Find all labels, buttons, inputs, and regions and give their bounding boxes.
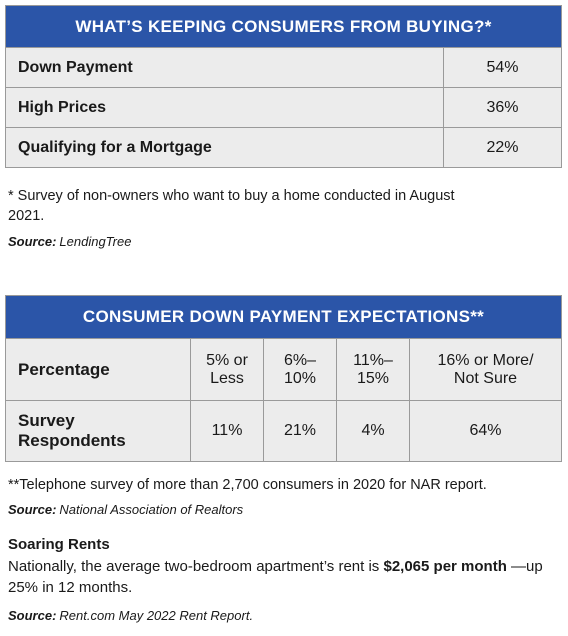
cell: 11%–15% <box>336 338 410 401</box>
cell: Down Payment <box>5 47 444 88</box>
bold-text: $2,065 per month <box>383 558 507 575</box>
cell: Percentage <box>5 338 191 401</box>
table-row: Down Payment 54% <box>5 47 562 88</box>
heading: Soaring Rents <box>8 536 110 553</box>
cell: High Prices <box>5 87 444 128</box>
paragraph: Nationally, the average two-bedroom apar… <box>8 556 553 598</box>
table-row: Percentage 5% or Less 6%–10% 11%–15% 16%… <box>5 338 562 401</box>
source-text: National Association of Realtors <box>59 502 244 517</box>
table: Percentage 5% or Less 6%–10% 11%–15% 16%… <box>5 338 562 462</box>
table-row: High Prices 36% <box>5 87 562 128</box>
table: Down Payment 54% High Prices 36% Qualifyin… <box>5 47 562 168</box>
text: Nationally, the average two-bedroom apar… <box>8 558 380 575</box>
cell: 5% or Less <box>190 338 264 401</box>
cell: 64% <box>409 400 562 462</box>
cell: 16% or More/ Not Sure <box>409 338 562 401</box>
footnote: * Survey of non-owners who want to buy a… <box>8 188 455 224</box>
cell: 54% <box>443 47 562 88</box>
cell: Survey Respondents <box>5 400 191 462</box>
source-text: Rent.com May 2022 Rent Report. <box>59 608 254 623</box>
source: Source: LendingTree <box>8 234 131 249</box>
cell: 22% <box>443 127 562 168</box>
table-row: Qualifying for a Mortgage 22% <box>5 127 562 168</box>
source-label: Source: <box>8 502 57 517</box>
source-label: Source: <box>8 234 57 249</box>
cell: 4% <box>336 400 410 462</box>
cell: 11% <box>190 400 264 462</box>
cell: 6%–10% <box>263 338 337 401</box>
source: Source: Rent.com May 2022 Rent Report. <box>8 608 253 623</box>
source-label: Source: <box>8 608 57 623</box>
source-text: LendingTree <box>59 234 132 249</box>
text: —up 25% in 12 months. <box>8 558 543 596</box>
table-row: Survey Respondents 11% 21% 4% 64% <box>5 400 562 462</box>
table-title: CONSUMER DOWN PAYMENT EXPECTATIONS** <box>5 295 562 339</box>
footnote: **Telephone survey of more than 2,700 co… <box>8 477 487 493</box>
cell: Qualifying for a Mortgage <box>5 127 444 168</box>
cell: 36% <box>443 87 562 128</box>
cell: 21% <box>263 400 337 462</box>
source: Source: National Association of Realtors <box>8 502 243 517</box>
table-title: WHAT’S KEEPING CONSUMERS FROM BUYING?* <box>5 5 562 48</box>
